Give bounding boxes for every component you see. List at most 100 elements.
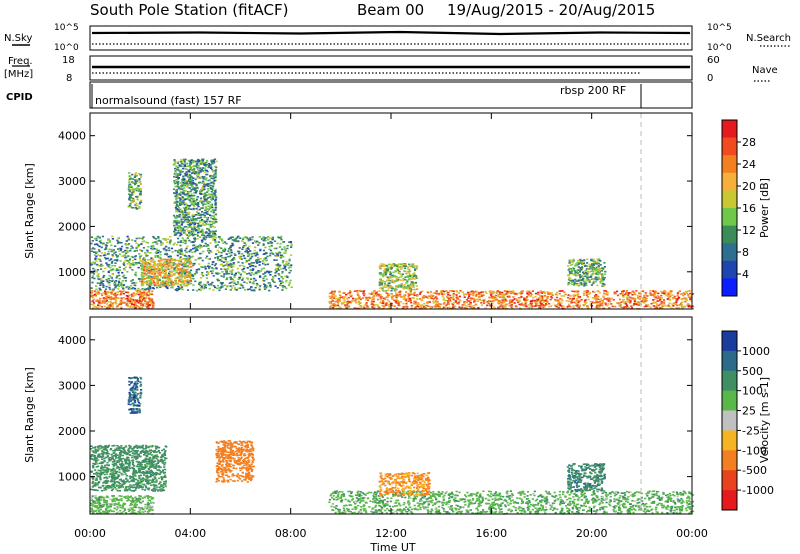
echo-cell: [599, 278, 602, 280]
echo-cell: [151, 248, 154, 251]
echo-cell: [172, 262, 175, 264]
echo-cell: [191, 165, 194, 168]
echo-cell: [187, 206, 191, 208]
echo-cell: [140, 307, 144, 309]
echo-cell: [204, 268, 207, 270]
echo-cell: [97, 278, 100, 280]
echo-cell: [623, 301, 626, 304]
echo-cell: [186, 217, 189, 219]
echo-cell: [388, 305, 391, 308]
echo-cell: [626, 306, 629, 309]
echo-cell: [175, 224, 178, 227]
echo-cell: [141, 280, 144, 283]
echo-cell: [559, 290, 562, 292]
echo-cell: [395, 280, 398, 282]
echo-cell: [110, 276, 113, 278]
echo-cell: [115, 269, 118, 272]
echo-cell: [506, 291, 509, 293]
echo-cell: [189, 184, 192, 186]
echo-cell: [143, 272, 146, 275]
echo-cell: [197, 244, 200, 247]
echo-cell: [185, 208, 188, 210]
echo-cell: [227, 238, 230, 240]
echo-cell: [186, 259, 189, 261]
echo-cell: [495, 298, 499, 301]
echo-cell: [107, 295, 111, 297]
echo-cell: [173, 242, 176, 245]
echo-cell: [211, 162, 214, 165]
echo-cell: [122, 302, 126, 304]
echo-cell: [404, 276, 407, 278]
echo-cell: [145, 294, 148, 297]
echo-cell: [108, 274, 111, 277]
echo-cell: [154, 273, 157, 275]
echo-cell: [200, 213, 203, 216]
echo-cell: [388, 270, 391, 273]
echo-cell: [120, 292, 123, 295]
echo-cell: [205, 211, 208, 214]
echo-cell: [286, 247, 289, 250]
echo-cell: [334, 304, 337, 306]
echo-cell: [394, 301, 397, 303]
echo-cell: [175, 219, 178, 222]
echo-cell: [139, 260, 142, 262]
echo-cell: [183, 178, 186, 180]
echo-cell: [276, 267, 279, 270]
echo-cell: [126, 304, 129, 306]
echo-cell: [193, 168, 196, 170]
echo-cell: [205, 206, 208, 208]
echo-cell: [386, 279, 389, 282]
echo-cell: [669, 292, 672, 294]
echo-cell: [187, 198, 190, 200]
echo-cell: [257, 270, 260, 272]
echo-cell: [645, 304, 648, 307]
echo-cell: [249, 281, 252, 284]
echo-cell: [508, 302, 511, 305]
echo-cell: [537, 304, 541, 307]
echo-cell: [267, 238, 270, 241]
echo-cell: [534, 305, 537, 307]
echo-cell: [142, 247, 145, 249]
echo-cell: [98, 245, 101, 248]
echo-cell: [174, 232, 177, 234]
echo-cell: [655, 306, 658, 309]
echo-cell: [190, 193, 193, 196]
echo-cell: [219, 263, 222, 266]
echo-cell: [197, 201, 200, 204]
echo-cell: [106, 263, 109, 266]
echo-cell: [638, 292, 641, 295]
echo-cell: [505, 303, 508, 306]
echo-cell: [112, 293, 115, 296]
echo-cell: [207, 228, 210, 230]
echo-cell: [289, 241, 293, 243]
echo-cell: [178, 249, 181, 251]
echo-cell: [673, 302, 676, 304]
echo-cell: [355, 297, 358, 300]
echo-cell: [188, 270, 191, 273]
echo-cell: [613, 292, 616, 295]
echo-cell: [197, 205, 200, 208]
echo-cell: [406, 270, 409, 273]
echo-cell: [529, 295, 532, 298]
echo-cell: [179, 260, 182, 263]
echo-cell: [689, 299, 692, 302]
echo-cell: [138, 256, 142, 259]
echo-cell: [451, 290, 454, 292]
echo-cell: [111, 254, 114, 256]
echo-cell: [223, 284, 226, 287]
echo-cell: [103, 274, 106, 277]
echo-cell: [205, 277, 208, 279]
echo-cell: [164, 237, 167, 240]
echo-cell: [601, 299, 604, 302]
echo-cell: [643, 295, 646, 297]
echo-cell: [203, 182, 206, 184]
echo-cell: [214, 179, 217, 182]
echo-cell: [203, 183, 206, 186]
echo-cell: [228, 248, 231, 250]
echo-cell: [197, 165, 200, 167]
echo-cell: [241, 248, 244, 250]
echo-cell: [117, 248, 120, 250]
echo-cell: [204, 203, 207, 205]
echo-cell: [177, 237, 180, 240]
echo-cell: [229, 262, 232, 265]
